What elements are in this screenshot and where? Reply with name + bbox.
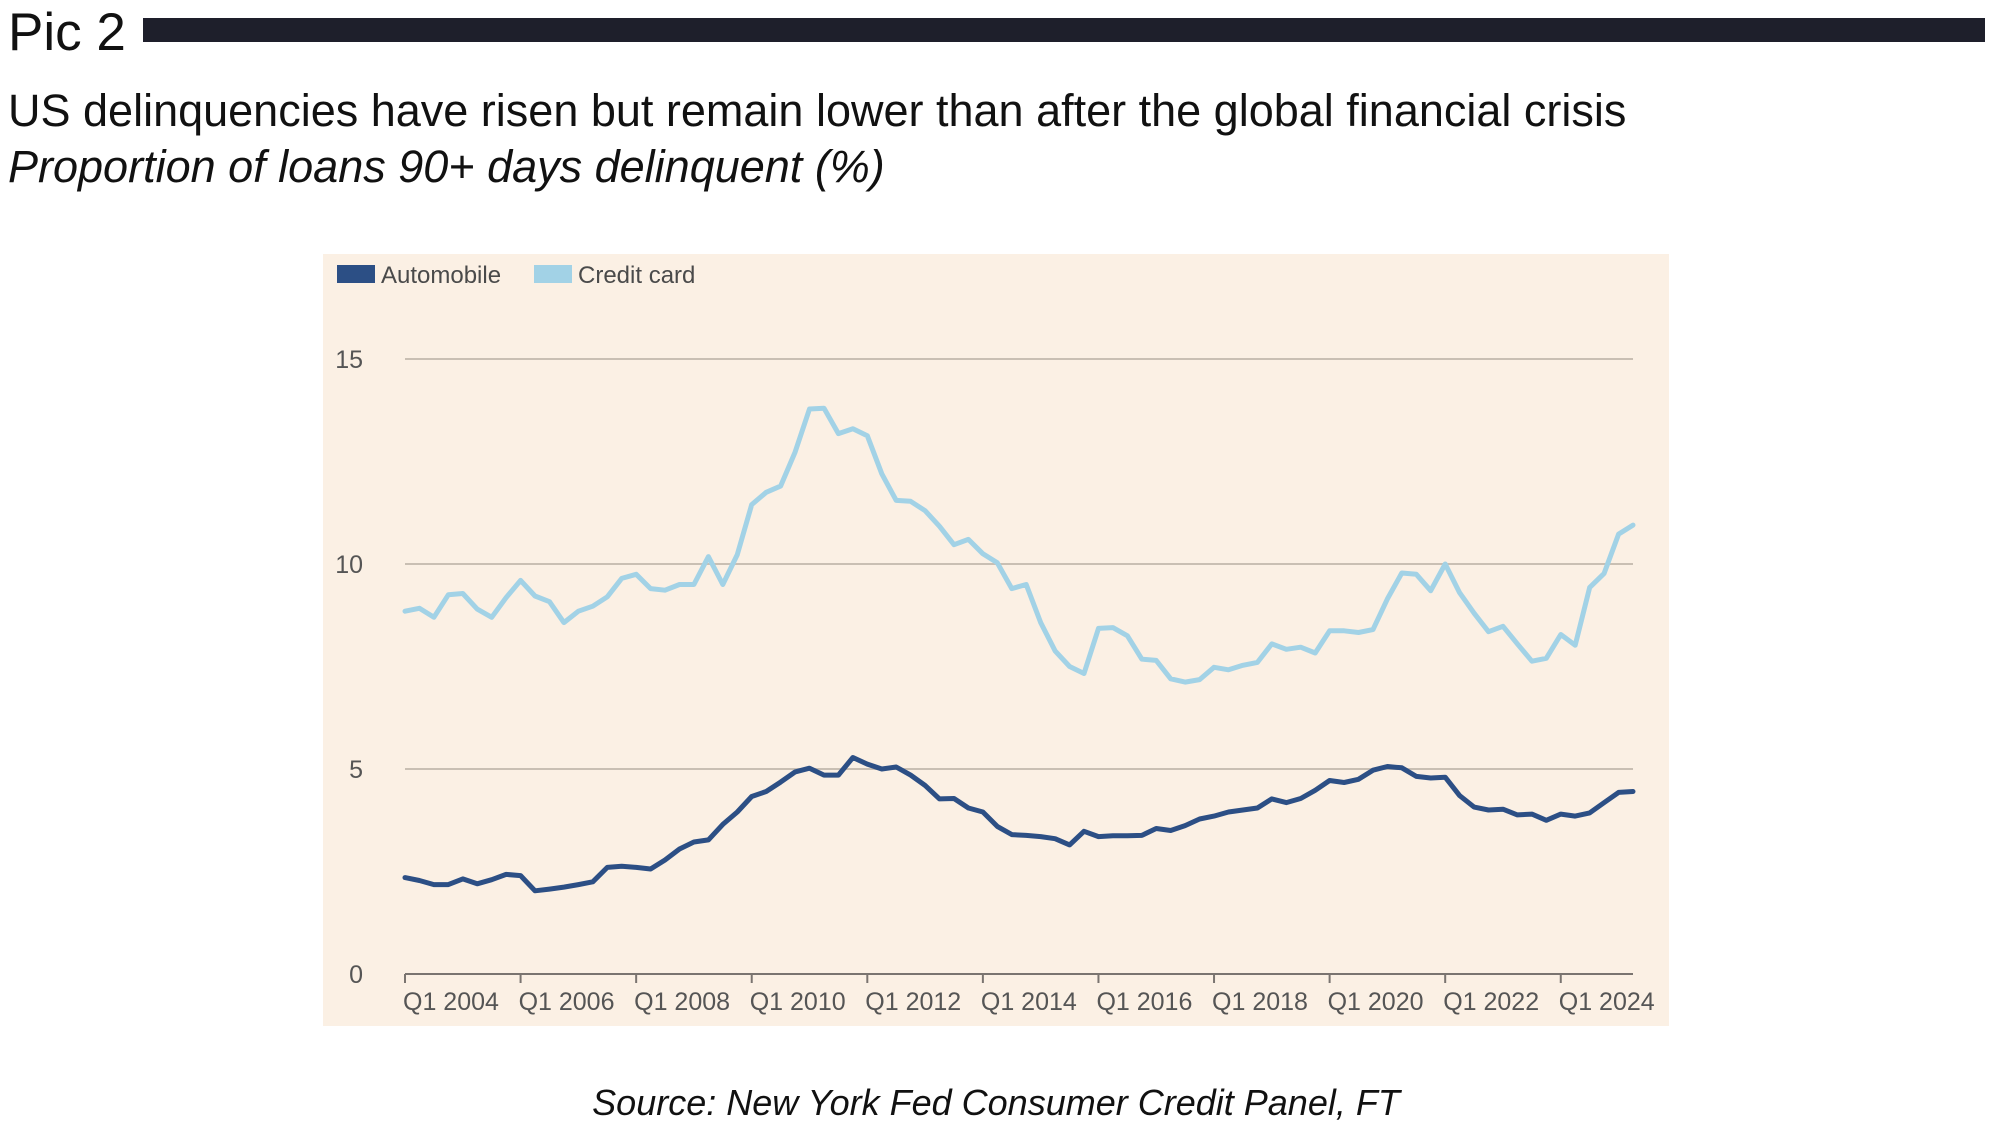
x-tick-label: Q1 2004 [403, 988, 499, 1016]
x-tick-label: Q1 2012 [865, 988, 961, 1016]
y-tick-label: 15 [335, 346, 363, 374]
chart-panel: 0 5 10 15 Q1 2004 Q1 2006 Q1 2008 Q1 2010 Q1 201… [323, 254, 1669, 1026]
series-line-automobile [402, 755, 1636, 894]
y-tick-label: 5 [349, 756, 363, 784]
x-tick-label: Q1 2008 [634, 988, 730, 1016]
x-tick-label: Q1 2024 [1559, 988, 1655, 1016]
pic-label: Pic 2 [8, 3, 126, 62]
x-tick-label: Q1 2022 [1443, 988, 1539, 1016]
chart-subtitle: Proportion of loans 90+ days delinquent … [8, 141, 885, 192]
header-rule [143, 18, 1985, 42]
line-chart: 0 5 10 15 Q1 2004 Q1 2006 Q1 2008 Q1 2010 Q1 201… [335, 262, 1655, 1016]
series-line-credit-card [402, 405, 1636, 685]
legend-label: Credit card [578, 262, 695, 289]
x-tick-label: Q1 2010 [750, 988, 846, 1016]
x-tick-label: Q1 2014 [981, 988, 1077, 1016]
y-tick-label: 0 [349, 961, 363, 989]
x-tick-label: Q1 2020 [1328, 988, 1424, 1016]
source-note: Source: New York Fed Consumer Credit Pan… [592, 1082, 1400, 1123]
legend-swatch [337, 265, 375, 283]
legend-label: Automobile [381, 262, 501, 289]
y-tick-label: 10 [335, 551, 363, 579]
x-tick-label: Q1 2006 [519, 988, 615, 1016]
legend-swatch [534, 265, 572, 283]
x-tick-label: Q1 2016 [1096, 988, 1192, 1016]
x-tick-label: Q1 2018 [1212, 988, 1308, 1016]
chart-headline: US delinquencies have risen but remain l… [8, 85, 1627, 136]
